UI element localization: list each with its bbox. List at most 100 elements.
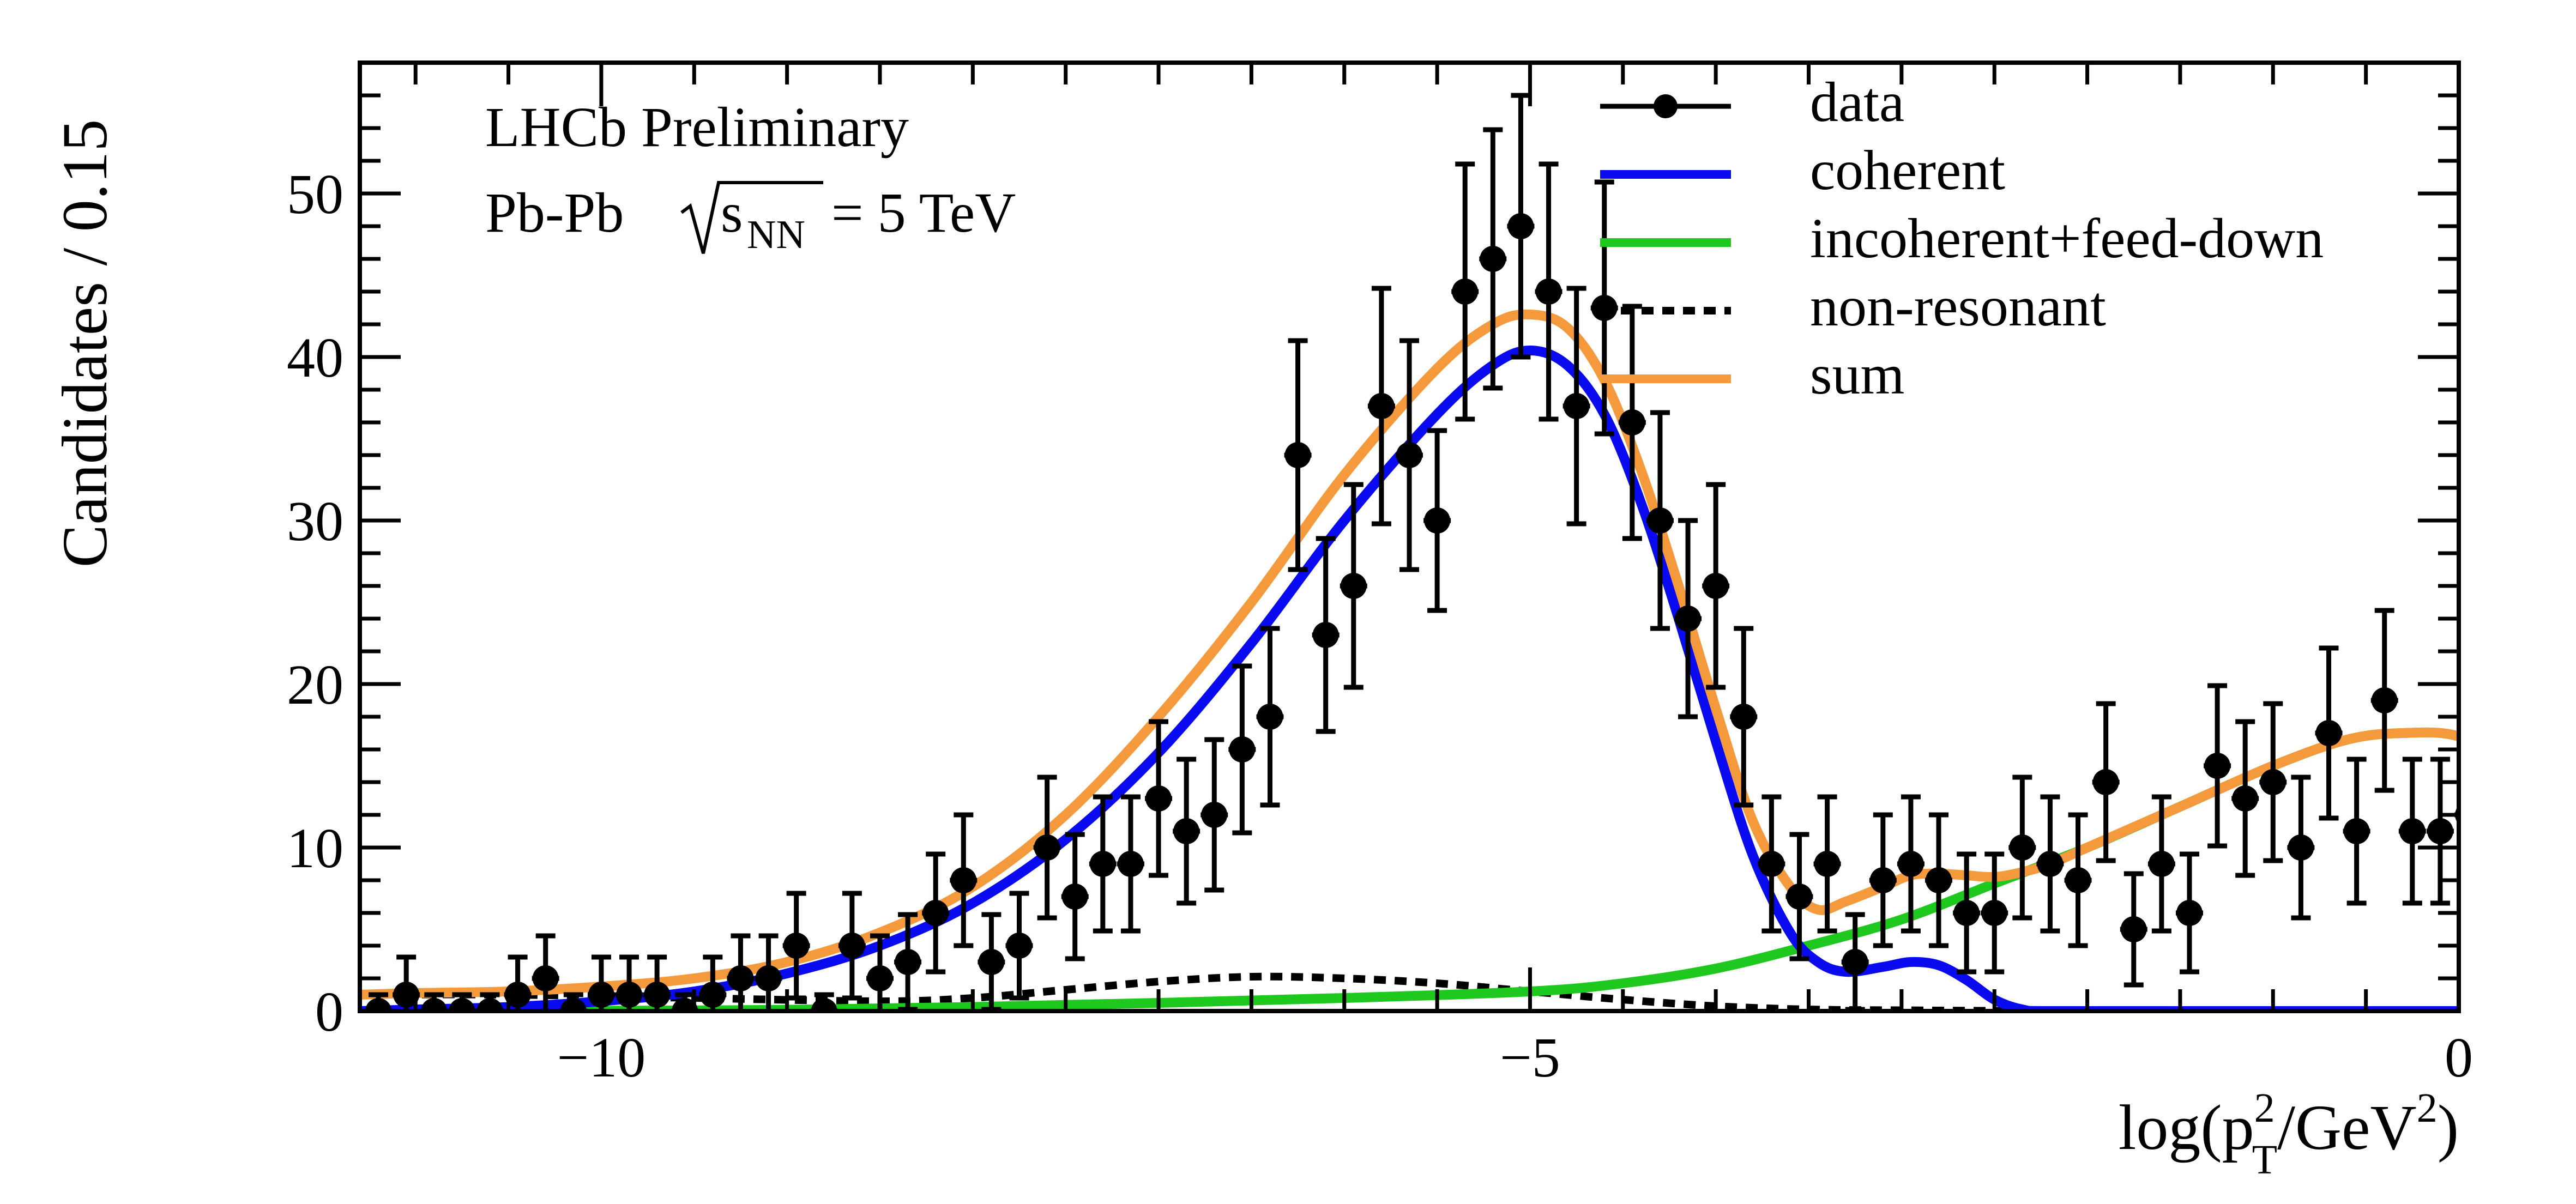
y-tick-label: 30: [287, 490, 343, 553]
data-point: [2092, 701, 2120, 863]
data-marker: [838, 933, 865, 959]
data-marker: [2399, 818, 2426, 844]
data-point: [1563, 286, 1590, 527]
data-point: [838, 891, 866, 1001]
legend-item-data: data: [1600, 71, 1904, 134]
data-point: [1089, 794, 1117, 934]
data-point: [2370, 608, 2398, 793]
data-point: [1785, 832, 1813, 961]
data-marker: [421, 998, 448, 1011]
data-point: [1312, 536, 1340, 734]
data-marker: [1452, 279, 1479, 305]
data-marker: [1535, 279, 1562, 305]
data-point: [2510, 539, 2537, 731]
data-marker: [2092, 769, 2119, 795]
experiment-label: LHCb Preliminary: [485, 96, 909, 159]
data-point: [1396, 338, 1423, 572]
data-point: [2204, 683, 2231, 849]
data-marker: [1312, 622, 1339, 648]
data-marker: [1563, 393, 1590, 419]
data-marker: [1201, 802, 1228, 828]
data-point: [1033, 775, 1061, 921]
data-points-layer: [365, 93, 2576, 1011]
data-point: [1284, 338, 1312, 572]
data-marker: [755, 965, 782, 991]
svg-text:sum: sum: [1810, 343, 1904, 406]
series-line-non-resonant: [360, 972, 2459, 1011]
data-point: [1256, 626, 1284, 808]
data-marker: [449, 998, 475, 1011]
data-point: [1479, 127, 1507, 391]
data-point: [2147, 794, 2175, 934]
data-point: [1423, 428, 1451, 613]
data-marker: [1869, 867, 1896, 893]
data-marker: [1619, 409, 1645, 435]
data-marker: [1061, 884, 1088, 910]
data-marker: [950, 867, 977, 893]
data-marker: [783, 933, 810, 959]
data-marker: [1480, 246, 1506, 272]
data-marker: [1953, 900, 1980, 926]
data-point: [1702, 482, 1730, 690]
data-point: [671, 992, 699, 1011]
data-marker: [1424, 507, 1451, 534]
svg-text:s: s: [721, 181, 743, 244]
data-point: [559, 992, 587, 1011]
data-point: [1451, 161, 1479, 422]
data-marker: [476, 998, 503, 1011]
y-tick-label: 50: [287, 163, 343, 226]
data-point: [810, 992, 838, 1011]
data-point: [2175, 851, 2203, 975]
data-marker: [616, 982, 643, 1008]
data-point: [1925, 812, 1953, 948]
data-marker: [1981, 900, 2008, 926]
data-marker: [504, 982, 531, 1008]
legend-item-coherent: coherent: [1600, 139, 2005, 202]
data-point: [2315, 645, 2343, 821]
data-point: [1646, 410, 1674, 631]
data-point: [2343, 757, 2370, 906]
data-marker: [1340, 573, 1367, 599]
svg-text:= 5 TeV: = 5 TeV: [831, 181, 1016, 244]
data-marker: [2566, 655, 2576, 681]
svg-text:non-resonant: non-resonant: [1810, 275, 2106, 338]
data-point: [699, 954, 727, 1011]
data-point: [1981, 851, 2008, 975]
data-point: [2120, 871, 2147, 988]
legend: data coherent incoherent+feed-down non-r…: [1600, 71, 2324, 406]
data-point: [2538, 834, 2565, 959]
data-marker: [1396, 442, 1422, 468]
data-marker: [1173, 818, 1200, 844]
data-marker: [2204, 753, 2231, 779]
data-marker: [2343, 818, 2370, 844]
curve-layer: [360, 309, 2459, 1011]
data-point: [1507, 93, 1535, 360]
svg-text:incoherent+feed-down: incoherent+feed-down: [1810, 207, 2324, 270]
collision-label: Pb-Pb s NN = 5 TeV: [485, 181, 1016, 257]
data-marker: [1089, 851, 1116, 877]
x-tick-label: −10: [557, 1026, 646, 1089]
data-marker: [2037, 851, 2064, 877]
legend-item-incoherent: incoherent+feed-down: [1600, 207, 2324, 270]
data-marker: [2148, 851, 2175, 877]
data-marker: [1284, 442, 1311, 468]
data-marker: [1368, 393, 1395, 419]
data-marker: [1675, 606, 1702, 632]
series-line-sum: [360, 309, 2459, 1000]
data-marker: [1117, 851, 1144, 877]
data-marker: [2260, 769, 2287, 795]
data-marker: [560, 998, 587, 1011]
y-tick-label: 10: [287, 817, 343, 880]
data-point: [2398, 757, 2426, 906]
data-marker: [1034, 834, 1060, 861]
data-marker: [978, 949, 1005, 975]
data-point: [922, 851, 950, 975]
data-point: [1535, 161, 1563, 422]
data-marker: [365, 998, 392, 1011]
data-marker: [922, 900, 949, 926]
data-marker: [2483, 704, 2509, 730]
data-marker: [1842, 949, 1868, 975]
data-marker: [1814, 851, 1841, 877]
data-point: [2482, 628, 2509, 805]
